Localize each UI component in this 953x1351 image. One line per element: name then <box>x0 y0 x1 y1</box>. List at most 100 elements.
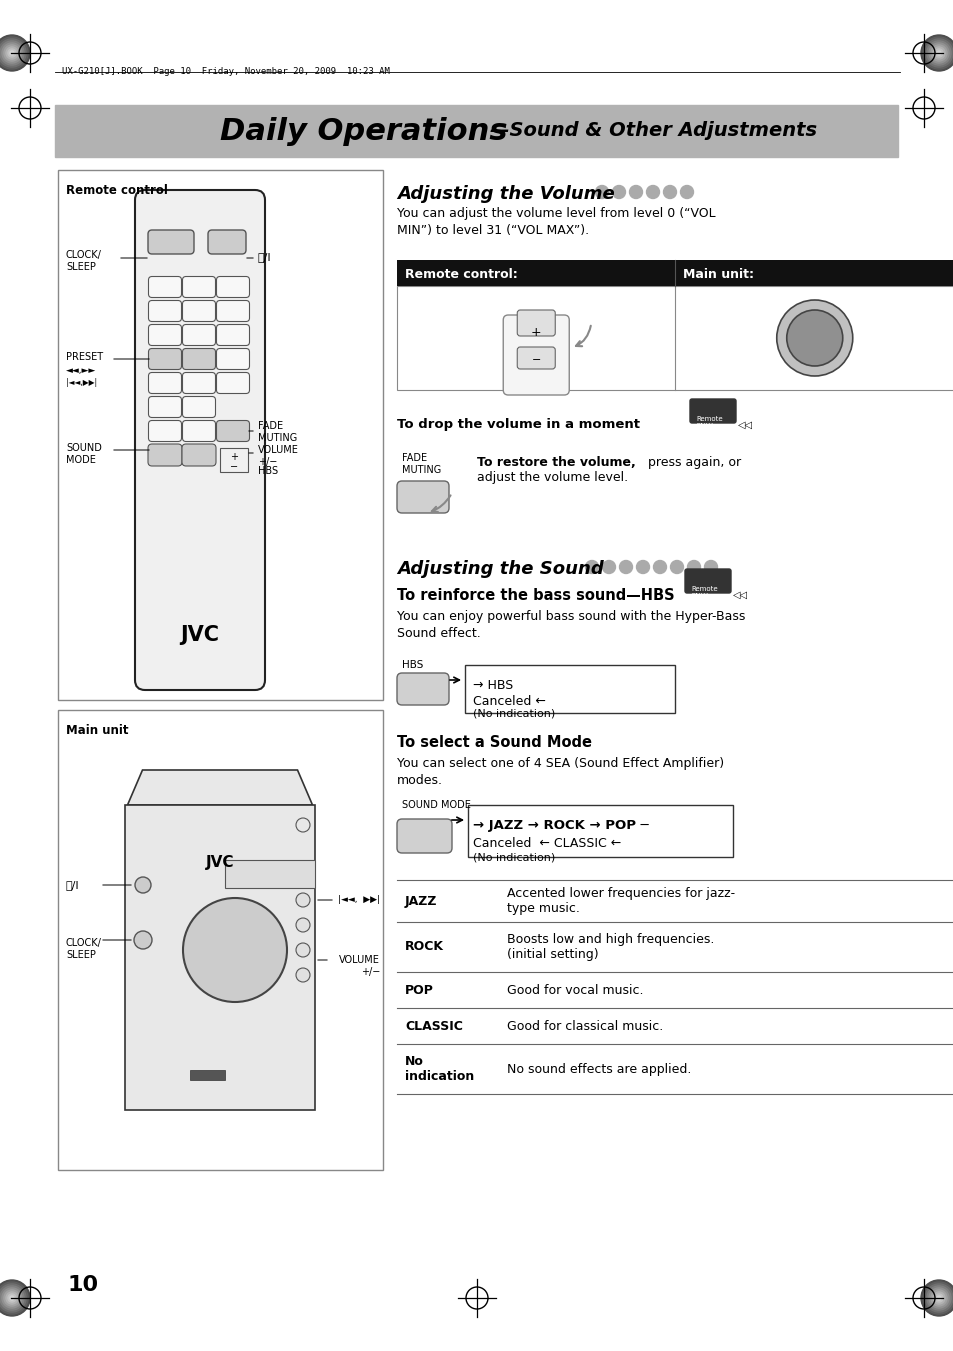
FancyBboxPatch shape <box>182 324 215 346</box>
Text: Daily Operations: Daily Operations <box>220 116 507 146</box>
Circle shape <box>936 51 940 55</box>
FancyBboxPatch shape <box>149 349 181 370</box>
Circle shape <box>934 49 942 57</box>
Circle shape <box>932 47 944 59</box>
Bar <box>396 259 953 286</box>
FancyBboxPatch shape <box>216 324 250 346</box>
FancyBboxPatch shape <box>149 277 181 297</box>
Text: To restore the volume,: To restore the volume, <box>476 457 635 469</box>
FancyBboxPatch shape <box>125 805 314 1111</box>
Bar <box>58 170 382 700</box>
Circle shape <box>612 185 625 199</box>
Circle shape <box>295 969 310 982</box>
Text: PRESET: PRESET <box>66 353 103 362</box>
Circle shape <box>4 45 20 61</box>
Text: Boosts low and high frequencies.
(initial setting): Boosts low and high frequencies. (initia… <box>506 934 714 961</box>
Circle shape <box>930 1290 946 1306</box>
Text: JVC: JVC <box>180 626 219 644</box>
Text: Main unit: Main unit <box>66 724 129 738</box>
Circle shape <box>662 185 676 199</box>
Circle shape <box>776 300 852 376</box>
Circle shape <box>928 43 948 63</box>
Text: No sound effects are applied.: No sound effects are applied. <box>506 1062 691 1075</box>
Text: (No indication): (No indication) <box>473 852 555 862</box>
Circle shape <box>653 561 666 574</box>
Circle shape <box>930 45 946 61</box>
Text: |◄◄,  ▶▶|: |◄◄, ▶▶| <box>337 894 379 904</box>
Circle shape <box>0 1286 24 1310</box>
Text: ◁◁: ◁◁ <box>732 590 747 600</box>
Circle shape <box>10 1296 14 1300</box>
FancyBboxPatch shape <box>182 300 215 322</box>
Bar <box>464 665 675 713</box>
Text: SOUND MODE: SOUND MODE <box>401 800 471 811</box>
Circle shape <box>670 561 682 574</box>
Circle shape <box>203 917 267 982</box>
FancyBboxPatch shape <box>396 673 449 705</box>
Circle shape <box>8 1294 16 1302</box>
Text: VOLUME
+/−: VOLUME +/− <box>338 955 379 977</box>
Text: adjust the volume level.: adjust the volume level. <box>476 471 627 484</box>
FancyBboxPatch shape <box>149 300 181 322</box>
FancyBboxPatch shape <box>149 420 181 442</box>
Circle shape <box>4 1290 20 1306</box>
Text: ⏻/I: ⏻/I <box>257 253 272 262</box>
FancyBboxPatch shape <box>503 315 569 394</box>
Circle shape <box>646 185 659 199</box>
Text: → JAZZ → ROCK → POP ─: → JAZZ → ROCK → POP ─ <box>473 819 648 832</box>
FancyBboxPatch shape <box>208 230 246 254</box>
FancyBboxPatch shape <box>216 277 250 297</box>
Circle shape <box>0 39 26 68</box>
Circle shape <box>920 1279 953 1316</box>
FancyBboxPatch shape <box>182 420 215 442</box>
FancyBboxPatch shape <box>216 300 250 322</box>
Text: Canceled  ← CLASSIC ←: Canceled ← CLASSIC ← <box>473 838 620 850</box>
Text: No
indication: No indication <box>405 1055 474 1084</box>
Text: CLASSIC: CLASSIC <box>405 1020 462 1032</box>
Text: POP: POP <box>405 984 434 997</box>
Circle shape <box>786 309 841 366</box>
Text: ROCK: ROCK <box>405 940 443 954</box>
Text: 10: 10 <box>68 1275 99 1296</box>
Text: To reinforce the bass sound—HBS: To reinforce the bass sound—HBS <box>396 588 674 603</box>
Text: Adjusting the Volume: Adjusting the Volume <box>396 185 614 203</box>
Text: ⏻/I: ⏻/I <box>66 880 79 890</box>
Circle shape <box>920 35 953 72</box>
FancyBboxPatch shape <box>182 349 215 370</box>
Circle shape <box>0 1283 26 1312</box>
Bar <box>190 1070 225 1079</box>
Text: Adjusting the Sound: Adjusting the Sound <box>396 561 603 578</box>
Text: Canceled ←: Canceled ← <box>473 694 545 708</box>
Polygon shape <box>128 770 313 805</box>
Circle shape <box>0 41 24 65</box>
Circle shape <box>602 561 615 574</box>
Circle shape <box>6 1292 18 1304</box>
Text: Main unit:: Main unit: <box>682 267 754 281</box>
FancyBboxPatch shape <box>182 373 215 393</box>
Bar <box>225 861 314 888</box>
Text: Good for vocal music.: Good for vocal music. <box>506 984 643 997</box>
Text: Remote
ONLY: Remote ONLY <box>690 586 717 598</box>
Text: To drop the volume in a moment: To drop the volume in a moment <box>396 417 639 431</box>
Circle shape <box>618 561 632 574</box>
Text: VOLUME
+/−: VOLUME +/− <box>257 444 298 466</box>
FancyBboxPatch shape <box>689 399 735 423</box>
FancyBboxPatch shape <box>182 444 215 466</box>
FancyBboxPatch shape <box>149 396 181 417</box>
FancyBboxPatch shape <box>396 819 452 852</box>
FancyBboxPatch shape <box>182 277 215 297</box>
Circle shape <box>133 931 152 948</box>
Text: press again, or: press again, or <box>643 457 740 469</box>
Circle shape <box>595 185 608 199</box>
Circle shape <box>213 928 256 971</box>
FancyBboxPatch shape <box>149 373 181 393</box>
Circle shape <box>0 36 28 69</box>
FancyBboxPatch shape <box>216 373 250 393</box>
FancyBboxPatch shape <box>684 569 730 593</box>
FancyBboxPatch shape <box>517 309 555 336</box>
FancyBboxPatch shape <box>148 444 182 466</box>
Circle shape <box>8 49 16 57</box>
Circle shape <box>679 185 693 199</box>
Circle shape <box>936 1296 940 1300</box>
Text: Good for classical music.: Good for classical music. <box>506 1020 662 1032</box>
